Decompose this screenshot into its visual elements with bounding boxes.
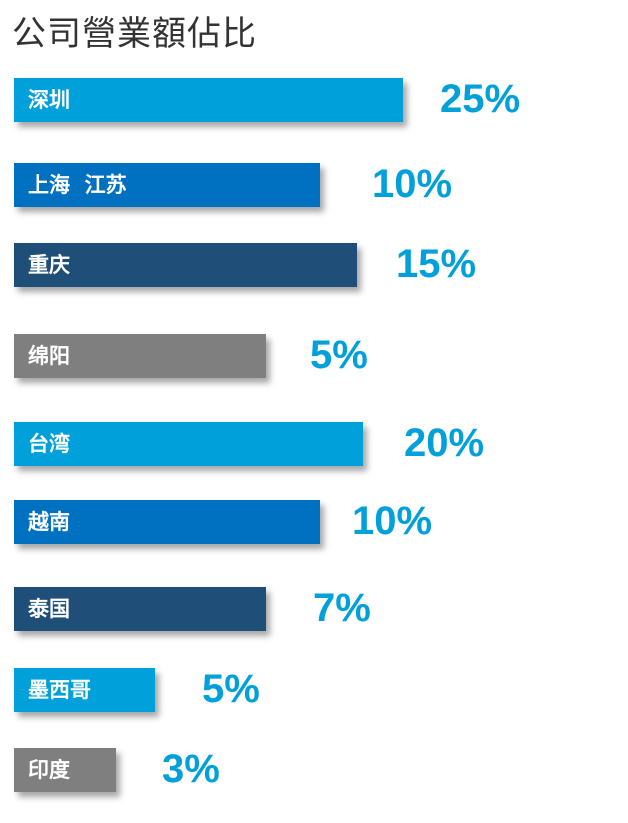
bar: 上海 江苏: [14, 163, 320, 207]
bar-value-label: 5%: [310, 333, 368, 377]
bar-value-label: 10%: [352, 499, 433, 543]
chart-title: 公司營業額佔比: [12, 14, 257, 54]
bar: 重庆: [14, 243, 357, 287]
bar-category-label: 越南: [28, 510, 70, 534]
bar: 墨西哥: [14, 668, 155, 712]
bar-category-label: 泰国: [28, 597, 70, 621]
bar-category-label: 墨西哥: [28, 678, 91, 702]
bar-value-label: 5%: [202, 667, 260, 711]
bar-value-label: 25%: [440, 77, 521, 121]
bar: 泰国: [14, 587, 266, 631]
bar: 越南: [14, 500, 320, 544]
bar-category-label: 上海 江苏: [28, 173, 127, 197]
bar-value-label: 15%: [396, 242, 477, 286]
bar: 绵阳: [14, 334, 266, 378]
bar-value-label: 7%: [313, 586, 371, 630]
bar: 深圳: [14, 78, 403, 122]
bar-category-label: 重庆: [28, 253, 70, 277]
bar-value-label: 20%: [404, 421, 485, 465]
bar: 印度: [14, 748, 116, 792]
bar-category-label: 绵阳: [28, 344, 70, 368]
bar-value-label: 10%: [372, 162, 453, 206]
bar-category-label: 印度: [28, 758, 70, 782]
bar-value-label: 3%: [162, 747, 220, 791]
bar-category-label: 台湾: [28, 432, 70, 456]
bar-category-label: 深圳: [28, 88, 70, 112]
bar: 台湾: [14, 422, 363, 466]
